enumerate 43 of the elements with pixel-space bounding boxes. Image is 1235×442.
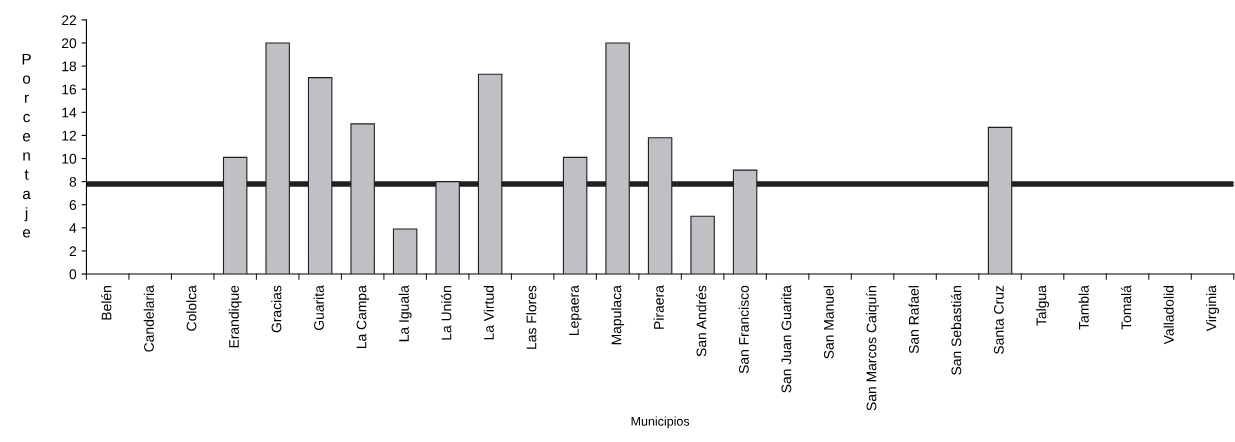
y-tick-label: 6 <box>69 200 77 210</box>
x-tick-label: Valladolid <box>1163 286 1174 345</box>
bar <box>392 228 418 275</box>
x-tick-label: Tomalá <box>1120 285 1132 330</box>
y-tick-label: 0 <box>69 269 77 280</box>
x-tick-label: San Manuel <box>823 286 834 359</box>
x-tick-label: San Francisco <box>738 285 749 374</box>
x-tick-label: La Unión <box>441 286 452 340</box>
y-tick-label: 18 <box>62 61 77 72</box>
x-tick-label: Candelaria <box>143 285 154 352</box>
x-tick-label: La Campa <box>356 285 370 349</box>
x-tick-label: San Rafael <box>908 286 919 354</box>
x-tick-label: La Iguala <box>398 285 412 342</box>
y-tick-label: 14 <box>62 107 77 118</box>
x-tick-label: Tambla <box>1078 285 1089 330</box>
x-tick-label: La Virtud <box>483 286 494 340</box>
y-tick-label: 8 <box>69 176 77 187</box>
text: Porcentaje <box>22 53 31 238</box>
x-tick-label: Cololca <box>186 285 197 331</box>
bar <box>690 215 715 275</box>
x-tick-label: Virginia <box>1206 285 1219 332</box>
x-tick-label: Lepaera <box>569 285 582 335</box>
x-tick-label: Erandique <box>228 285 242 348</box>
y-tick-label: 10 <box>62 153 77 164</box>
x-tick-label: Mapulaca <box>611 285 625 345</box>
y-tick-label: 22 <box>61 15 77 25</box>
x-tick-label: Guarita <box>313 285 324 330</box>
y-tick-label: 16 <box>62 84 77 95</box>
x-tick-label: San Andrés <box>695 285 707 357</box>
x-tick-label: Talgua <box>1036 285 1050 326</box>
x-tick-label: Belén <box>101 286 112 320</box>
x-tick-label: Piraera <box>653 285 664 329</box>
x-tick-label: San Marcos Caiquín <box>866 286 880 411</box>
y-tick-label: 12 <box>62 130 77 141</box>
x-axis-title: Municipios <box>631 416 690 429</box>
x-tick-label: Santa Cruz <box>993 285 1004 354</box>
y-tick-label: 20 <box>61 38 77 49</box>
x-tick-label: Gracias <box>271 285 282 333</box>
x-tick-label: San Sebastián <box>950 286 962 375</box>
y-tick-label: 2 <box>69 246 77 256</box>
x-tick-label: Las Flores <box>526 285 537 349</box>
y-tick-label: 4 <box>69 223 77 233</box>
x-tick-label: San Juan Guarita <box>781 285 792 393</box>
